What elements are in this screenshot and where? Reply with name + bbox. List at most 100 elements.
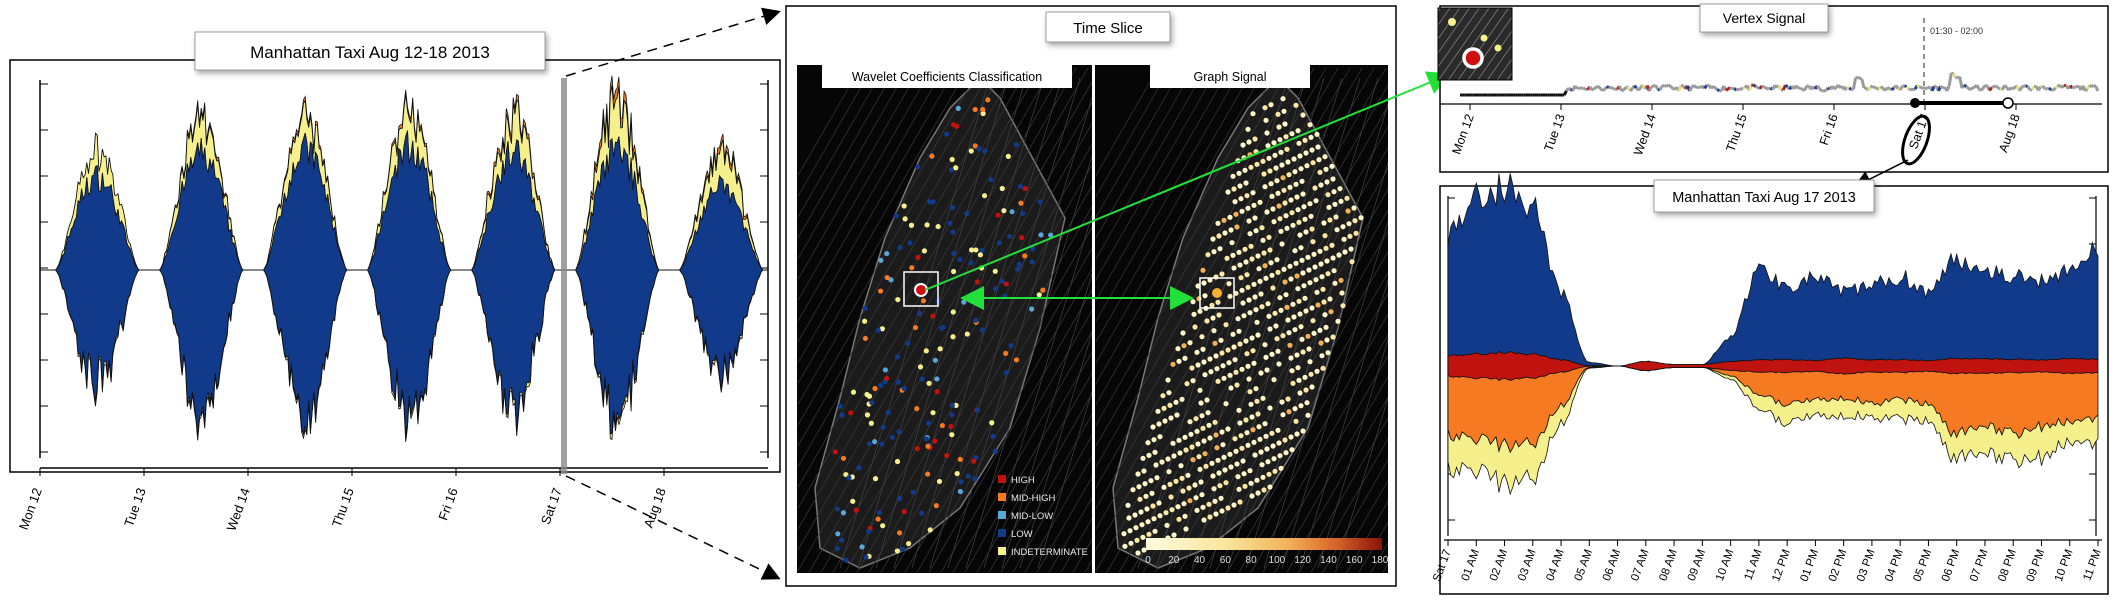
signal-node <box>1330 176 1336 182</box>
signal-node <box>1243 338 1249 344</box>
vertex-signal-segment <box>1894 84 1900 90</box>
wavelet-node <box>837 403 843 409</box>
vertex-signal-segment <box>1597 85 1602 90</box>
vertex-signal-panel: Mon 12 Tue 13 Wed 14 Thu 15 Fri 16 Sat 17 Aug … <box>1437 3 2109 188</box>
wavelet-node <box>896 530 903 536</box>
signal-node <box>1265 301 1271 307</box>
wavelet-node <box>915 254 921 260</box>
vertex-signal-range-end[interactable] <box>2002 97 2014 109</box>
signal-node <box>1267 247 1273 253</box>
wavelet-node <box>974 407 981 413</box>
signal-node <box>1267 168 1273 174</box>
signal-node <box>1182 434 1188 440</box>
signal-node <box>1167 402 1173 408</box>
vertex-signal-segment <box>1731 86 1735 91</box>
signal-node <box>1263 433 1269 439</box>
signal-node <box>1317 248 1323 254</box>
signal-node <box>1336 252 1342 258</box>
wavelet-node <box>880 424 886 430</box>
vertex-signal-segment <box>1918 85 1923 90</box>
wavelet-node <box>864 391 870 398</box>
vertex-signal-segment <box>1767 86 1772 91</box>
vertex-signal-segment <box>1603 85 1608 91</box>
signal-node <box>1322 312 1328 318</box>
signal-node <box>1286 172 1292 178</box>
signal-node <box>1222 467 1228 473</box>
wavelet-node <box>964 331 970 337</box>
signal-node <box>1314 289 1320 295</box>
wavelet-node <box>1009 209 1015 215</box>
signal-node <box>1258 370 1264 376</box>
signal-node <box>1255 332 1261 338</box>
signal-node <box>1239 366 1245 372</box>
signal-node <box>1323 324 1329 330</box>
vertex-signal-segment <box>2069 84 2074 90</box>
wavelet-node <box>949 432 955 438</box>
vertex-signal-range-start[interactable] <box>1910 98 1920 108</box>
legend-swatch <box>998 475 1006 483</box>
signal-node <box>1166 469 1172 475</box>
signal-node <box>1331 268 1337 274</box>
wavelet-node <box>921 248 928 254</box>
signal-node <box>1163 510 1169 516</box>
signal-node <box>1285 317 1291 323</box>
signal-node <box>1152 449 1158 455</box>
signal-node <box>1229 240 1235 246</box>
signal-node <box>1262 184 1268 190</box>
signal-node <box>1156 421 1162 427</box>
signal-node <box>1293 102 1299 108</box>
map-street-wavelet <box>798 67 885 218</box>
map-street-wavelet <box>798 67 909 260</box>
wavelet-node <box>972 143 978 149</box>
signal-node <box>1174 412 1180 418</box>
wavelet-node <box>885 410 891 416</box>
signal-node <box>1276 440 1282 446</box>
signal-node <box>1238 275 1244 281</box>
signal-node <box>1212 498 1218 504</box>
signal-node <box>1201 359 1207 365</box>
wavelet-node <box>934 376 940 382</box>
vertex-signal-segment <box>2071 85 2076 90</box>
signal-node <box>1240 300 1246 306</box>
wavelet-node <box>980 110 986 117</box>
signal-node <box>1287 342 1293 348</box>
signal-node <box>1198 479 1204 485</box>
signal-node <box>1338 277 1344 283</box>
wavelet-node <box>1003 281 1009 287</box>
wavelet-node <box>872 385 878 392</box>
signal-node <box>1206 501 1212 507</box>
map-street-signal <box>1096 67 1159 177</box>
signal-node <box>1345 208 1351 214</box>
signal-node <box>1283 134 1289 140</box>
vertex-signal-segment <box>2030 85 2036 91</box>
signal-node <box>1200 267 1206 273</box>
vertex-signal-segment <box>2084 87 2089 93</box>
map-street-signal <box>1238 313 1388 572</box>
wavelet-node <box>901 385 907 391</box>
signal-node <box>1196 296 1202 302</box>
map-street-wavelet <box>1012 434 1092 572</box>
signal-node <box>1259 304 1265 310</box>
vertex-signal-segment <box>1799 86 1804 91</box>
graph-signal-title: Graph Signal <box>1194 70 1267 84</box>
vertex-signal-segment <box>1952 72 1957 79</box>
vertex-signal-segment <box>1867 86 1872 92</box>
signal-node <box>1257 436 1263 442</box>
signal-node <box>1245 205 1251 211</box>
signal-node <box>1289 210 1295 216</box>
map-avenue-signal <box>1335 396 1388 569</box>
wavelet-node <box>1029 259 1035 265</box>
signal-node <box>1193 416 1199 422</box>
signal-node <box>1231 265 1237 271</box>
signal-node <box>1188 431 1194 437</box>
signal-node <box>1186 485 1192 491</box>
wavelet-node <box>897 495 903 501</box>
vertex-signal-segment <box>1979 87 1985 92</box>
signal-node <box>1215 299 1221 305</box>
signal-node <box>1318 261 1324 267</box>
signal-node <box>1290 222 1296 228</box>
signal-node <box>1302 374 1308 380</box>
signal-node <box>1226 281 1232 287</box>
wavelet-node <box>926 380 932 386</box>
vertex-signal-segment <box>2050 88 2054 92</box>
